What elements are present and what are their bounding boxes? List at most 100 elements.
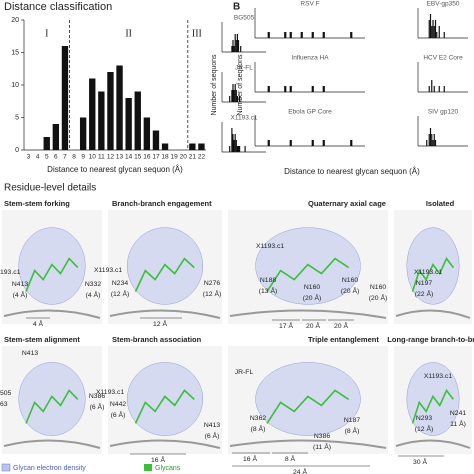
y-tick-label: 20	[11, 17, 19, 24]
mini-title: JR-FL	[235, 65, 253, 72]
panel-title: Quaternary axial cage	[308, 199, 386, 208]
mini-title: Ebola GP Core	[288, 109, 332, 116]
glycan	[25, 257, 79, 292]
x-axis-label: Distance to nearest glycan sequon (Å)	[47, 165, 183, 174]
bar	[239, 146, 241, 152]
glycan	[134, 257, 195, 292]
residue-label: (6 Å)	[111, 410, 126, 419]
bar	[237, 40, 240, 52]
bar	[289, 140, 292, 146]
panel-title: Triple entanglement	[308, 335, 379, 344]
bar	[229, 96, 231, 102]
residue-label: (12 Å)	[203, 289, 222, 298]
x-tick-label: 22	[198, 154, 206, 161]
residue-label: (8 Å)	[251, 424, 266, 433]
glycan	[411, 257, 454, 292]
x-tick-label: 15	[134, 154, 142, 161]
glycan	[134, 389, 195, 424]
x-axis-label: Distance to nearest glycan sequon (Å)	[284, 167, 420, 176]
scale-label: 16 Å	[243, 454, 257, 463]
bar	[233, 90, 235, 102]
residue-label: N442	[110, 401, 126, 408]
legend-swatch	[144, 464, 152, 471]
residue-label: (22 Å)	[415, 289, 434, 298]
residue-label: 63	[0, 401, 8, 408]
bar	[231, 46, 233, 52]
y-tick-label: 10	[11, 82, 19, 89]
y-axis-label: Number of sequons	[211, 54, 218, 116]
residue-label: N386	[314, 433, 330, 440]
bar	[235, 90, 237, 102]
bar	[431, 134, 433, 146]
residue-label: (12 Å)	[111, 289, 130, 298]
residue-label: N160	[370, 284, 386, 291]
bar	[438, 26, 440, 38]
bar	[61, 46, 69, 150]
x-tick-label: 10	[89, 154, 97, 161]
residue-label: (11 Å)	[313, 442, 331, 451]
glycan	[266, 389, 350, 424]
bar	[428, 134, 430, 146]
bar	[433, 26, 435, 38]
residue-label: N160	[342, 277, 358, 284]
scale-label: 16 Å	[151, 455, 165, 464]
residue-label: X1193.c1	[424, 373, 452, 380]
bar	[284, 86, 287, 92]
residue-label: N241	[450, 410, 466, 417]
bar	[432, 20, 434, 38]
residue-label: N160	[304, 284, 320, 291]
bar	[289, 86, 292, 92]
bar	[79, 117, 87, 150]
scale-label: 24 Å	[293, 467, 307, 474]
x-tick-label: 18	[161, 154, 169, 161]
residue-label: N332	[85, 281, 101, 288]
scale-label: 20 Å	[306, 321, 320, 330]
panel-title: Stem-branch association	[112, 335, 202, 344]
bar	[350, 140, 353, 146]
residue-label: (20 Å)	[369, 293, 388, 302]
mini-title: Influenza HA	[291, 55, 329, 62]
bar	[234, 34, 236, 52]
bar	[289, 32, 292, 38]
scale-label: 12 Å	[153, 319, 167, 328]
bar	[267, 32, 270, 38]
protein	[229, 439, 387, 449]
bar	[322, 32, 325, 38]
bar	[239, 96, 241, 102]
bar	[434, 20, 437, 38]
bar	[443, 32, 445, 38]
x-tick-label: 9	[81, 154, 85, 161]
panel-title: Branch-branch engagement	[112, 199, 212, 208]
mini-title: RSV F	[300, 1, 319, 8]
density	[255, 227, 361, 305]
x-tick-label: 4	[36, 154, 40, 161]
x-tick-label: 6	[54, 154, 58, 161]
bar	[98, 91, 105, 150]
annotation: II	[125, 28, 132, 39]
scale-label: 17 Å	[279, 321, 293, 330]
bar	[143, 117, 151, 150]
mini-title: HCV E2 Core	[423, 55, 463, 62]
bar	[231, 128, 233, 152]
residue-label: (20 Å)	[303, 293, 322, 302]
y-tick-label: 5	[15, 114, 19, 121]
bar	[89, 78, 96, 150]
bar	[443, 86, 445, 92]
residue-label: (4 Å)	[13, 290, 28, 299]
residue-label: X1193.c1	[96, 389, 124, 396]
bar	[229, 146, 231, 152]
scale-label: 8 Å	[285, 454, 296, 463]
bar	[428, 86, 430, 92]
density	[406, 362, 460, 436]
y-tick-label: 15	[11, 49, 19, 56]
x-tick-label: 12	[107, 154, 115, 161]
residue-label: 11 Å)	[450, 419, 466, 428]
residue-label: 193.c1	[0, 269, 21, 276]
bar	[198, 143, 205, 150]
residue-label: N362	[250, 415, 266, 422]
residue-label: 505	[0, 390, 12, 397]
residue-label: X1193.c1	[414, 269, 442, 276]
residue-label: X1193.c1	[256, 243, 284, 250]
section-title: Residue-level details	[4, 183, 96, 194]
